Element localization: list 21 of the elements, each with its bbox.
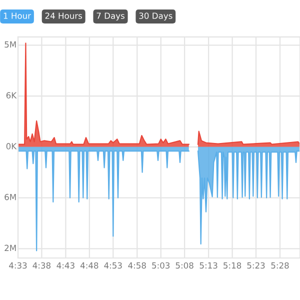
x-tick-label: 5:28 [271, 262, 289, 269]
text: 6M [4, 194, 16, 200]
text: 7 Days [96, 12, 124, 21]
x-tick-label: 4:58 [128, 262, 146, 269]
text: 2M [4, 244, 16, 251]
text: 24 Hours [45, 12, 82, 19]
x-tick-label: 5:08 [176, 262, 194, 269]
x-tick-label: 5:18 [224, 262, 242, 269]
x-tick-label: 5:03 [152, 262, 170, 269]
text: 30 Days [139, 12, 172, 21]
x-tick-label: 4:53 [104, 262, 122, 269]
text: 5M [4, 41, 16, 48]
text: 6K [6, 92, 17, 98]
x-tick-label: 4:43 [56, 262, 74, 269]
x-tick-label: 5:23 [247, 262, 265, 269]
x-tick-label: 5:13 [200, 262, 218, 269]
x-tick-label: 4:38 [32, 262, 50, 269]
x-tick-label: 4:33 [9, 262, 27, 269]
x-tick-label: 4:48 [80, 262, 98, 269]
text: 0K [6, 143, 17, 150]
text: 1 Hour [4, 12, 32, 19]
